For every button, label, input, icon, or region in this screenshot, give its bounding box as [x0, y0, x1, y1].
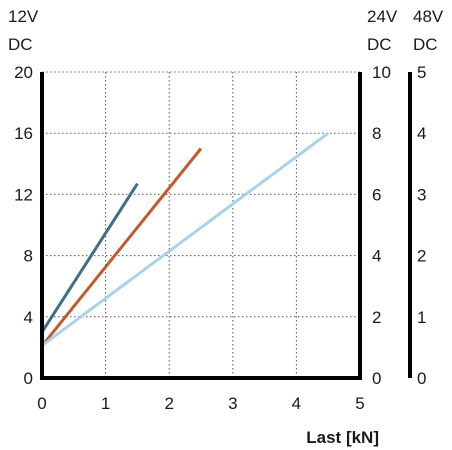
- left-tick-label: 12: [14, 185, 33, 204]
- left-tick-label: 0: [24, 369, 33, 388]
- grid: [42, 71, 360, 378]
- right1-tick-label: 8: [372, 124, 381, 143]
- x-tick-label: 2: [164, 394, 173, 413]
- left-tick-label: 4: [24, 308, 33, 327]
- right1-tick-label: 10: [372, 63, 391, 82]
- axes-layer: [40, 72, 412, 380]
- left-axis-unit-line2: DC: [8, 35, 33, 54]
- right1-axis-unit-line2: DC: [367, 35, 392, 54]
- x-tick-label: 0: [37, 394, 46, 413]
- right1-tick-label: 2: [372, 308, 381, 327]
- right2-tick-label: 3: [417, 185, 426, 204]
- right2-tick-label: 4: [417, 124, 426, 143]
- series-line-2: [40, 147, 203, 347]
- right2-tick-label: 0: [417, 369, 426, 388]
- left-tick-label: 20: [14, 63, 33, 82]
- right2-axis-unit-line1: 48V: [413, 7, 444, 26]
- right1-axis-unit-line1: 24V: [367, 7, 398, 26]
- series-layer: [40, 131, 330, 347]
- x-tick-label: 3: [228, 394, 237, 413]
- right2-tick-label: 5: [417, 63, 426, 82]
- x-tick-label: 5: [355, 394, 364, 413]
- x-tick-label: 1: [101, 394, 110, 413]
- x-axis-title: Last [kN]: [306, 428, 379, 447]
- left-tick-label: 16: [14, 124, 33, 143]
- right2-tick-label: 1: [417, 308, 426, 327]
- series-line-1: [40, 182, 139, 333]
- left-tick-label: 8: [24, 247, 33, 266]
- right2-axis-unit-line2: DC: [413, 35, 438, 54]
- right1-tick-label: 0: [372, 369, 381, 388]
- x-tick-label: 4: [292, 394, 301, 413]
- series-line-3: [41, 131, 330, 347]
- left-axis-unit-line1: 12V: [8, 7, 39, 26]
- right1-tick-label: 6: [372, 185, 381, 204]
- right2-tick-label: 2: [417, 247, 426, 266]
- right1-tick-label: 4: [372, 247, 381, 266]
